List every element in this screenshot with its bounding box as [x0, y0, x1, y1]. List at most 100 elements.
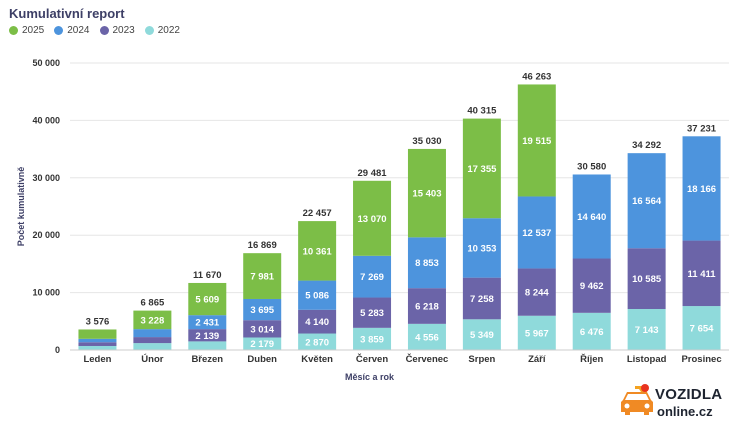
bar-segment-2023 — [682, 240, 721, 307]
data-label: 17 355 — [467, 164, 497, 175]
data-label: 10 585 — [632, 274, 662, 285]
legend-label: 2023 — [112, 25, 135, 36]
total-label: 22 457 — [303, 208, 332, 219]
data-label: 10 361 — [303, 246, 333, 257]
data-label: 3 014 — [250, 324, 274, 335]
data-label: 10 353 — [467, 243, 496, 254]
bar-segment-2025 — [517, 84, 556, 197]
x-axis-label: Měsíc a rok — [345, 372, 395, 382]
y-tick-label: 50 000 — [32, 58, 60, 68]
y-tick-label: 0 — [55, 345, 60, 355]
data-label: 13 070 — [358, 214, 387, 225]
data-label: 5 967 — [525, 328, 549, 339]
bar-segment-2025 — [298, 221, 337, 281]
bar-segment-2022 — [682, 306, 721, 350]
vozidla-logo: VOZIDLA online.cz — [617, 382, 741, 426]
bar-segment-2024 — [188, 315, 227, 330]
bar-segment-2024 — [353, 255, 392, 298]
data-label: 5 283 — [360, 308, 384, 319]
data-label: 8 244 — [525, 288, 549, 299]
data-label: 3 228 — [140, 315, 164, 326]
x-tick-label: Listopad — [627, 354, 667, 365]
bar-segment-2023 — [353, 297, 392, 328]
bar-segment-2024 — [517, 196, 556, 269]
data-label: 7 981 — [250, 272, 274, 283]
bar-segment-2023 — [517, 268, 556, 316]
y-tick-label: 30 000 — [32, 173, 60, 183]
total-label: 11 670 — [193, 270, 222, 281]
total-label: 3 576 — [86, 316, 110, 327]
y-axis-label: Počet kumulativně — [16, 167, 26, 247]
data-label: 8 853 — [415, 258, 439, 269]
data-label: 7 258 — [470, 294, 494, 305]
bar-segment-2025 — [462, 118, 501, 219]
bar-segment-2022 — [133, 343, 172, 350]
bar-segment-2023 — [78, 342, 117, 346]
data-label: 2 870 — [305, 337, 329, 348]
x-tick-label: Únor — [141, 353, 163, 365]
bar-segment-2022 — [298, 333, 337, 350]
chart-legend: 2025 2024 2023 2022 — [9, 25, 180, 36]
bar-segment-2025 — [78, 329, 117, 339]
data-label: 18 166 — [687, 184, 716, 195]
bar-segment-2022 — [243, 337, 282, 350]
data-label: 15 403 — [412, 189, 441, 200]
data-label: 2 179 — [250, 339, 274, 350]
total-label: 40 315 — [467, 106, 497, 117]
data-label: 2 139 — [195, 331, 219, 342]
data-label: 11 411 — [688, 269, 717, 280]
total-label: 37 231 — [687, 123, 717, 134]
bar-segment-2025 — [188, 282, 227, 316]
bar-segment-2025 — [353, 180, 392, 256]
data-label: 6 476 — [580, 327, 604, 338]
bar-segment-2024 — [407, 237, 446, 289]
bar-segment-2024 — [78, 338, 117, 343]
data-label: 7 269 — [360, 272, 384, 283]
y-tick-label: 40 000 — [32, 115, 60, 125]
bar-segment-2023 — [407, 288, 446, 324]
data-label: 6 218 — [415, 302, 439, 313]
legend-dot — [54, 26, 64, 35]
legend-item-2022[interactable]: 2022 — [144, 25, 180, 36]
legend-label: 2022 — [157, 25, 180, 36]
x-tick-label: Srpen — [468, 354, 495, 365]
legend-item-2023[interactable]: 2023 — [99, 25, 135, 36]
data-label: 9 462 — [580, 281, 604, 292]
car-logo-icon — [621, 384, 653, 415]
bar-segment-2022 — [572, 312, 611, 350]
y-tick-label: 20 000 — [32, 230, 60, 240]
bar-segment-2022 — [407, 323, 446, 350]
total-label: 34 292 — [632, 140, 661, 151]
x-tick-label: Říjen — [580, 353, 603, 365]
bar-segment-2024 — [243, 298, 282, 321]
bar-segment-2024 — [133, 329, 172, 338]
bar-segment-2022 — [78, 345, 117, 350]
x-tick-label: Březen — [191, 354, 223, 365]
legend-item-2025[interactable]: 2025 — [9, 25, 44, 36]
bar-segment-2022 — [627, 308, 666, 350]
legend-label: 2024 — [67, 25, 90, 36]
x-tick-label: Prosinec — [681, 354, 721, 365]
data-label: 7 143 — [635, 325, 659, 336]
bar-segment-2024 — [627, 153, 666, 249]
bar-segment-2022 — [188, 341, 227, 350]
legend-item-2024[interactable]: 2024 — [54, 25, 90, 36]
total-label: 16 869 — [248, 240, 277, 251]
bar-segment-2023 — [188, 329, 227, 342]
data-label: 5 609 — [195, 295, 219, 306]
data-label: 3 859 — [360, 334, 384, 345]
bar-segment-2025 — [407, 148, 446, 238]
data-label: 2 431 — [195, 318, 219, 329]
data-label: 5 086 — [305, 291, 329, 302]
data-label: 14 640 — [577, 212, 606, 223]
total-label: 46 263 — [522, 71, 551, 82]
legend-dot — [144, 26, 154, 35]
legend-dot — [99, 26, 109, 35]
x-tick-label: Červen — [356, 353, 388, 365]
x-tick-label: Leden — [83, 354, 111, 365]
x-tick-label: Duben — [247, 354, 277, 365]
brand-name: VOZIDLA — [655, 386, 723, 403]
bar-segment-2024 — [572, 174, 611, 259]
bar-segment-2023 — [243, 320, 282, 338]
data-label: 7 654 — [690, 324, 714, 335]
